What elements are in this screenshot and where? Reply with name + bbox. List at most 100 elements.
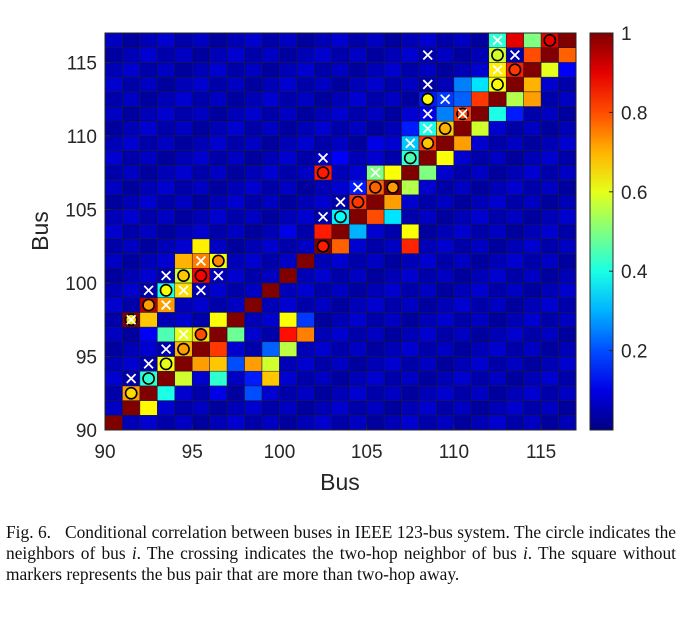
heatmap-cell [348, 385, 367, 401]
heatmap-cell [314, 120, 333, 137]
heatmap-cell [348, 91, 367, 107]
heatmap-cell [453, 62, 472, 78]
heatmap-cell [383, 194, 402, 210]
heatmap-cell [122, 282, 141, 298]
heatmap-cell [157, 370, 176, 387]
heatmap-cell [366, 268, 385, 284]
heatmap-cell [209, 76, 228, 93]
heatmap-cell [471, 268, 490, 284]
heatmap-cell [523, 76, 542, 93]
heatmap-cell [488, 400, 507, 416]
heatmap-cell [348, 356, 367, 372]
neighbor-circle-marker [177, 342, 190, 356]
heatmap-cell [279, 400, 298, 416]
heatmap-cell [244, 135, 263, 151]
heatmap-cell [209, 238, 228, 254]
heatmap-cell [104, 356, 123, 372]
heatmap-cell [122, 253, 141, 269]
heatmap-cell [488, 120, 507, 137]
y-axis-ticks: 90 95 100 105 110 115 [65, 53, 110, 442]
heatmap-cell [453, 209, 472, 225]
heatmap-cell [296, 194, 315, 210]
heatmap-cell [261, 400, 280, 416]
heatmap-cell [366, 370, 385, 387]
two-hop-cross-marker [457, 108, 468, 119]
heatmap-cell [314, 91, 333, 107]
heatmap-cell [139, 135, 158, 151]
heatmap-cell [453, 76, 472, 93]
heatmap-cell [436, 341, 455, 357]
heatmap-cell [540, 91, 559, 107]
heatmap-cell [418, 194, 437, 210]
heatmap-cell [418, 356, 437, 372]
heatmap-cell [209, 32, 228, 48]
heatmap-cell [401, 268, 420, 284]
heatmap-cell [436, 47, 455, 63]
heatmap-cell [453, 326, 472, 343]
heatmap-cell [540, 120, 559, 137]
heatmap-cell [366, 282, 385, 298]
heatmap-cell [244, 165, 263, 181]
heatmap-cell [261, 120, 280, 137]
heatmap-cell [453, 312, 472, 328]
heatmap-cell [209, 179, 228, 195]
heatmap-cell [191, 179, 210, 195]
neighbor-circle-marker [369, 181, 382, 194]
two-hop-cross-marker [195, 285, 206, 296]
heatmap-cell [157, 165, 176, 181]
heatmap-cell [471, 106, 490, 122]
heatmap-cell [296, 312, 315, 328]
heatmap-cell [244, 326, 263, 343]
heatmap-cell [471, 341, 490, 357]
heatmap-cell [296, 415, 315, 431]
heatmap-cell [279, 106, 298, 122]
neighbor-circle-marker [438, 122, 452, 135]
heatmap-cell [209, 385, 228, 401]
colorbar-ticks: 0.2 0.4 0.6 0.8 1 [609, 24, 648, 363]
heatmap-cell [331, 62, 350, 78]
heatmap-cell [122, 179, 141, 195]
heatmap-cell [383, 165, 402, 181]
heatmap-cell [157, 32, 176, 48]
heatmap-cell [226, 238, 245, 254]
heatmap-cell [104, 91, 123, 107]
heatmap-cell [157, 415, 176, 431]
heatmap-cell [296, 91, 315, 107]
two-hop-cross-marker [195, 255, 206, 266]
heatmap-cell [505, 253, 524, 269]
heatmap-cell [226, 370, 245, 387]
heatmap-cell [174, 150, 193, 166]
heatmap-cell [366, 341, 385, 357]
heatmap-cell [418, 370, 437, 387]
heatmap-cell [558, 223, 577, 240]
heatmap-cell [314, 268, 333, 284]
heatmap-cell [453, 370, 472, 387]
heatmap-cell [558, 150, 577, 166]
heatmap-cell [401, 194, 420, 210]
colorbar-tick-label: 0.2 [621, 342, 647, 363]
heatmap-cell [104, 297, 123, 313]
heatmap-cell [523, 194, 542, 210]
heatmap-cell [523, 268, 542, 284]
heatmap-cell [348, 297, 367, 313]
heatmap-cell [174, 356, 193, 372]
heatmap-cell [191, 76, 210, 93]
heatmap-cell [348, 282, 367, 298]
heatmap-cell [279, 32, 298, 48]
heatmap-cell [331, 268, 350, 284]
two-hop-cross-marker [143, 285, 154, 296]
heatmap-cell [523, 282, 542, 298]
heatmap-cell [366, 91, 385, 107]
heatmap-cell [348, 106, 367, 122]
heatmap-cell [296, 370, 315, 387]
heatmap-cell [436, 165, 455, 181]
heatmap-cell [261, 223, 280, 240]
heatmap-cell [505, 415, 524, 431]
y-tick-label: 95 [76, 347, 97, 368]
heatmap-cell [523, 297, 542, 313]
heatmap-cell [558, 209, 577, 225]
heatmap-cell [209, 312, 228, 328]
heatmap-cell [279, 253, 298, 269]
heatmap-cell [418, 32, 437, 48]
heatmap-cell [279, 165, 298, 181]
